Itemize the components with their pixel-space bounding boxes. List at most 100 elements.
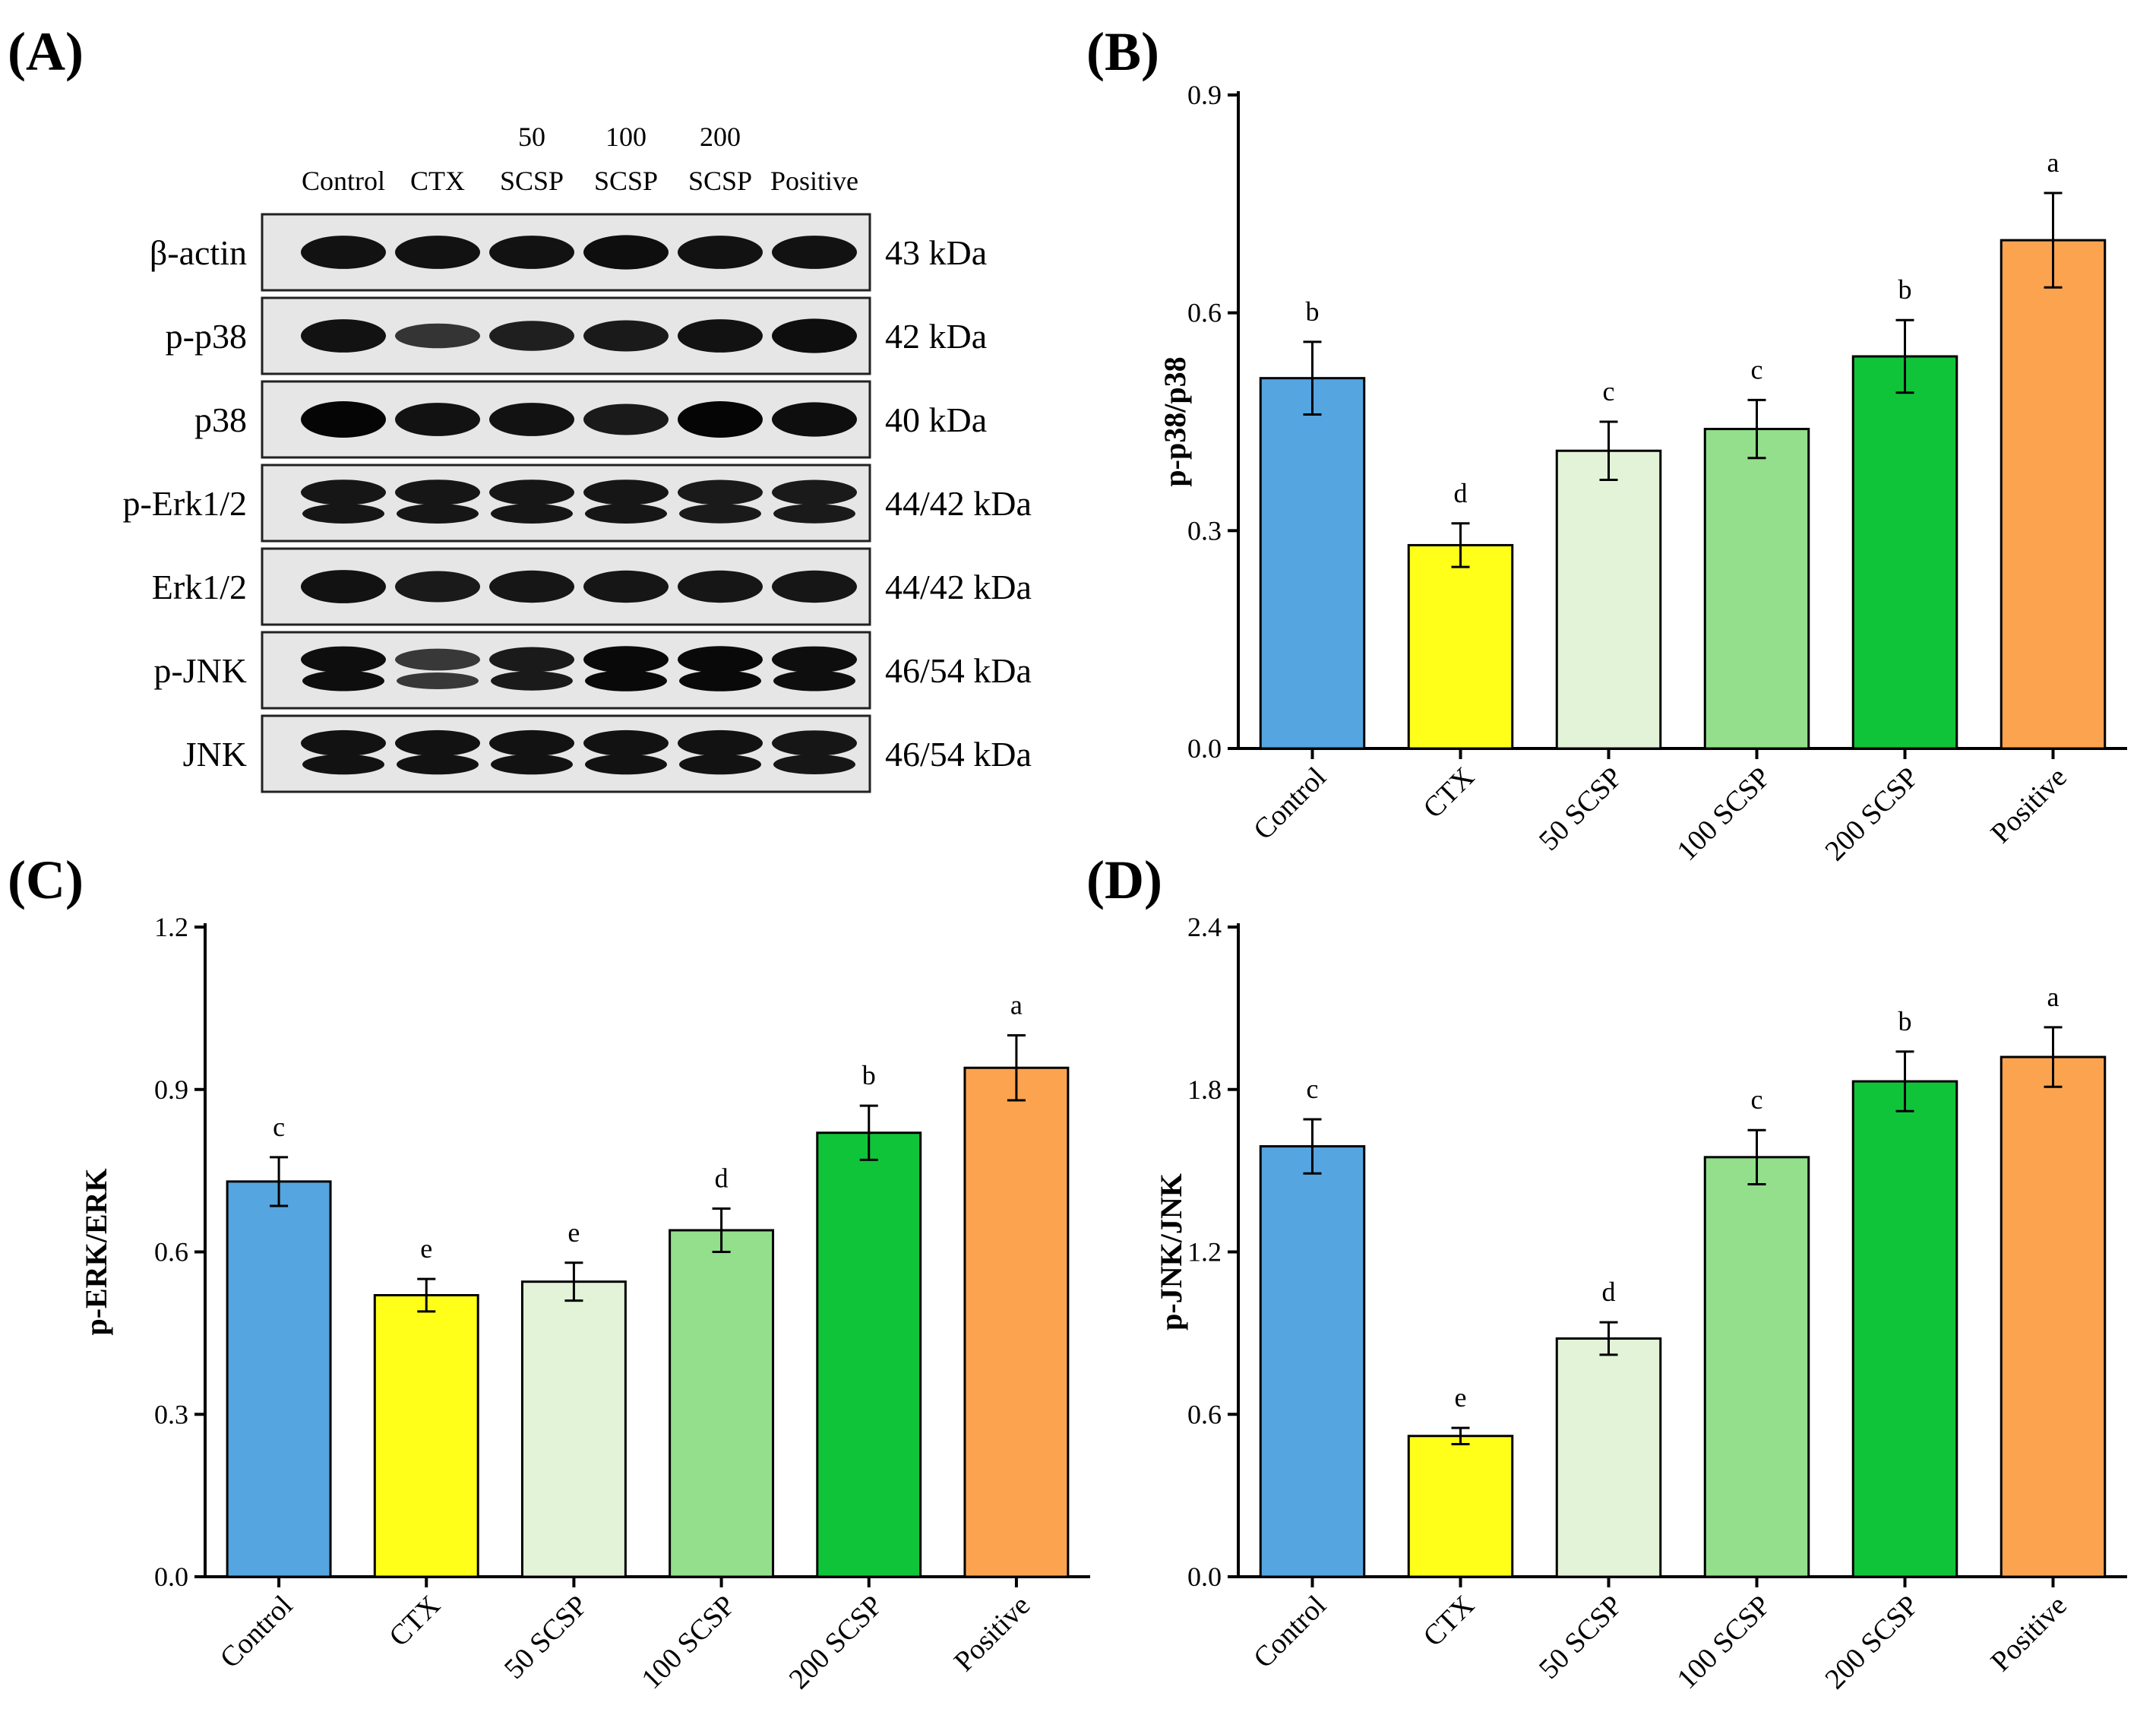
y-tick-label: 1.8: [1187, 1074, 1222, 1105]
blot-band: [772, 236, 857, 269]
blot-band: [583, 235, 669, 270]
lane-label-top: 50: [518, 122, 545, 152]
significance-letter: a: [1010, 990, 1023, 1021]
x-tick-label: 100 SCSP: [1671, 1590, 1776, 1695]
blot-strip: [261, 631, 871, 710]
lane-label-top: 200: [700, 122, 741, 152]
significance-letter: b: [1898, 1006, 1912, 1036]
blot-band: [585, 504, 667, 524]
blot-band: [491, 671, 573, 691]
y-axis-label: p-ERK/ERK: [79, 1168, 113, 1335]
x-tick-label: 200 SCSP: [1819, 761, 1924, 867]
blot-band: [395, 236, 480, 269]
kda-label: 42 kDa: [885, 317, 987, 356]
significance-letter: b: [862, 1060, 876, 1090]
y-axis-label: p-p38/p38: [1158, 356, 1192, 486]
lane-label: SCSP: [500, 166, 564, 196]
blot-band: [395, 729, 480, 757]
x-tick-label: 50 SCSP: [1533, 761, 1629, 857]
x-tick-label: CTX: [1417, 761, 1480, 824]
blot-band: [301, 401, 386, 438]
y-tick-label: 1.2: [1187, 1237, 1222, 1267]
blot-band: [772, 570, 857, 603]
kda-label: 40 kDa: [885, 400, 987, 439]
blot-band: [679, 670, 761, 691]
blot-band: [395, 323, 480, 349]
blot-band: [583, 403, 669, 435]
y-tick-label: 0.0: [154, 1562, 188, 1592]
blot-band: [583, 646, 669, 673]
bar: [1555, 1337, 1662, 1578]
blot-band: [397, 672, 479, 689]
blot-band: [301, 236, 386, 269]
significance-letter: e: [1455, 1382, 1467, 1413]
y-tick-label: 0.0: [1187, 733, 1222, 764]
bar: [2000, 1055, 2107, 1578]
blot-band: [583, 729, 669, 757]
protein-label: β-actin: [150, 233, 247, 272]
blot-band: [679, 504, 761, 524]
y-tick-label: 2.4: [1187, 912, 1222, 942]
lane-label: SCSP: [594, 166, 658, 196]
x-tick-label: 50 SCSP: [498, 1590, 594, 1685]
blot-band: [491, 754, 573, 775]
significance-letter: c: [1751, 354, 1763, 384]
bar: [963, 1066, 1070, 1578]
blot-band: [395, 479, 480, 505]
bar: [1851, 1080, 1958, 1578]
blot-band: [678, 646, 763, 673]
x-tick-label: 50 SCSP: [1533, 1590, 1629, 1685]
x-tick-label: 200 SCSP: [1819, 1590, 1924, 1695]
x-tick-label: Control: [214, 1590, 299, 1675]
blot-band: [678, 401, 763, 438]
x-tick-label: Control: [1247, 761, 1332, 847]
blot-band: [489, 403, 574, 436]
blot-band: [489, 570, 574, 603]
significance-letter: c: [273, 1112, 285, 1142]
blot-band: [301, 729, 386, 757]
y-tick-label: 0.6: [154, 1237, 188, 1267]
y-tick-label: 0.0: [1187, 1562, 1222, 1592]
blot-band: [773, 670, 855, 691]
significance-letter: c: [1603, 376, 1615, 407]
significance-letter: b: [1898, 274, 1912, 305]
protein-label: JNK: [183, 735, 247, 774]
bar: [1703, 1156, 1810, 1578]
kda-label: 46/54 kDa: [885, 651, 1032, 690]
bar: [226, 1180, 332, 1578]
y-tick-label: 0.6: [1187, 298, 1222, 328]
y-axis-label: p-JNK/JNK: [1154, 1173, 1188, 1331]
blot-band: [772, 730, 857, 756]
blot-band: [302, 670, 384, 691]
blot-band: [772, 479, 857, 505]
blot-band: [395, 403, 480, 436]
bar: [520, 1280, 627, 1578]
y-tick-label: 0.6: [1187, 1399, 1222, 1429]
blot-band: [395, 571, 480, 603]
x-tick-label: Control: [1247, 1590, 1332, 1675]
lane-label: SCSP: [688, 166, 752, 196]
chart-p-p38: 0.0 0.3 0.6 0.9 p-p38/p38 b Control d CTX c 50 SCS…: [1158, 80, 2127, 867]
bar: [669, 1229, 775, 1578]
blot-band: [772, 646, 857, 673]
x-tick-label: CTX: [1417, 1590, 1480, 1653]
x-tick-label: Positive: [948, 1590, 1036, 1678]
panel-label-a: (A): [8, 21, 84, 82]
western-blot: Control CTX 50 SCSP 100 SCSP 200 SCSP Positive β-…: [122, 122, 1032, 793]
blot-band: [583, 570, 669, 603]
blot-band: [302, 754, 384, 775]
blot-band: [302, 504, 384, 524]
y-tick-label: 0.3: [1187, 515, 1222, 546]
y-tick-label: 0.3: [154, 1399, 188, 1429]
blot-band: [773, 504, 855, 524]
significance-letter: a: [2047, 147, 2060, 178]
panel-label-b: (B): [1086, 21, 1159, 82]
bar: [1555, 449, 1662, 750]
blot-band: [583, 479, 669, 505]
significance-letter: c: [1751, 1084, 1763, 1115]
blot-band: [772, 318, 857, 353]
chart-p-erk: 0.0 0.3 0.6 0.9 1.2 p-ERK/ERK c Control e CTX e 50 …: [79, 912, 1090, 1695]
panel-label-d: (D): [1086, 850, 1162, 910]
blot-band: [489, 479, 574, 505]
